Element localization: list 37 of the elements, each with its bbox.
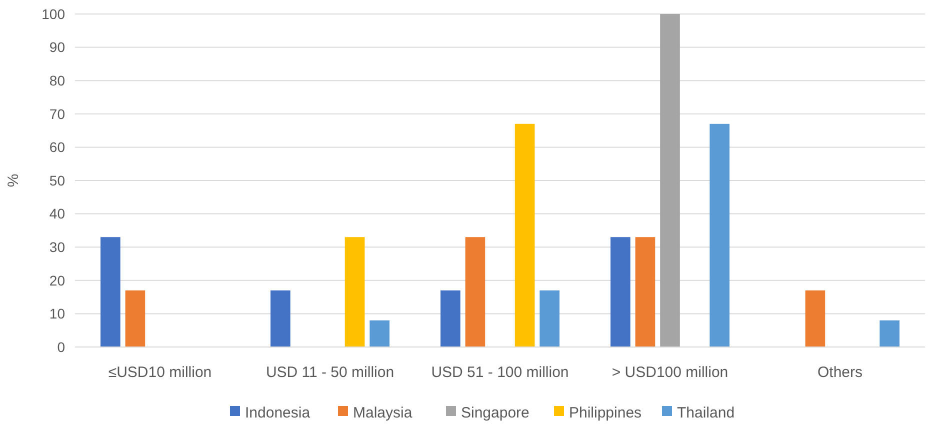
bar <box>370 320 390 347</box>
y-tick-label: 30 <box>49 239 66 255</box>
legend-label: Philippines <box>569 404 642 422</box>
x-tick-label: USD 11 - 50 million <box>266 364 394 381</box>
y-tick-label: 60 <box>49 139 66 156</box>
legend-label: Thailand <box>677 404 735 422</box>
y-tick-label: 100 <box>42 6 66 22</box>
bar <box>465 237 486 347</box>
legend-label: Indonesia <box>245 404 311 422</box>
y-tick-label: 40 <box>49 206 66 222</box>
y-tick-label: 10 <box>49 306 66 322</box>
bar <box>710 124 730 347</box>
bar <box>880 320 900 347</box>
bar <box>344 237 365 347</box>
bar <box>805 290 826 347</box>
y-tick-label: 0 <box>57 338 66 355</box>
legend-label: Singapore <box>461 404 530 422</box>
bar <box>610 237 630 347</box>
bar <box>514 124 535 347</box>
bar <box>100 237 120 347</box>
y-axis-title: % <box>5 174 22 188</box>
bar <box>660 14 680 347</box>
y-tick-label: 20 <box>49 272 66 288</box>
y-tick-label: 90 <box>49 39 66 56</box>
x-tick-label: ≤USD10 million <box>108 364 212 381</box>
bar <box>125 290 146 347</box>
y-tick-label: 80 <box>49 72 66 88</box>
y-tick-label: 50 <box>49 172 66 188</box>
bar <box>270 290 290 347</box>
bar <box>540 290 560 347</box>
bar <box>635 237 656 347</box>
legend-label: Malaysia <box>353 404 413 422</box>
y-tick-label: 70 <box>49 106 66 122</box>
x-tick-label: Others <box>817 364 863 381</box>
bar <box>440 290 460 347</box>
x-tick-label: > USD100 million <box>612 364 728 381</box>
x-tick-label: USD 51 - 100 million <box>431 364 569 381</box>
